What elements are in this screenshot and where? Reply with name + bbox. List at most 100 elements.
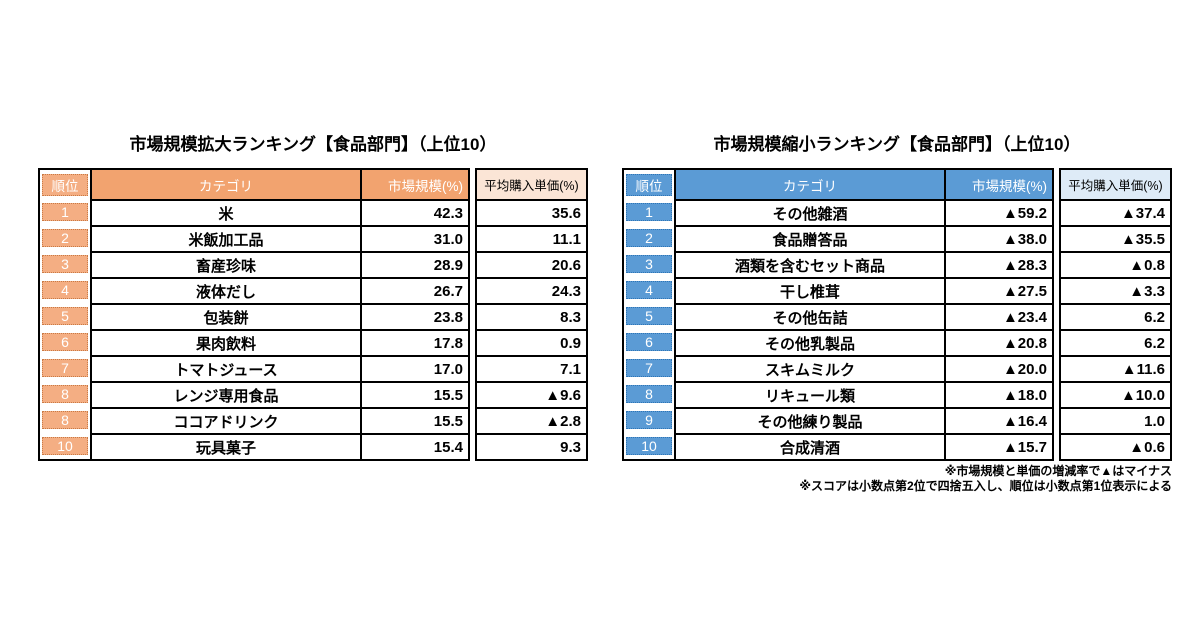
category-cell: トマトジュース [90, 355, 360, 381]
rank-cell: 2 [40, 225, 90, 251]
rank-cell: 4 [624, 277, 674, 303]
table-title-expansion: 市場規模拡大ランキング【食品部門】（上位10） [129, 135, 497, 154]
rank-cell: 7 [624, 355, 674, 381]
category-cell: 畜産珍味 [90, 251, 360, 277]
market-size-cell: ▲15.7 [944, 433, 1052, 459]
rank-box: 3 [42, 255, 88, 273]
avg-price-cell: ▲11.6 [1061, 355, 1170, 381]
market-size-cell: ▲16.4 [944, 407, 1052, 433]
category-cell: 米飯加工品 [90, 225, 360, 251]
table-title-contraction: 市場規模縮小ランキング【食品部門】（上位10） [713, 135, 1081, 154]
avg-price-cell: 9.3 [477, 433, 586, 459]
rank-cell: 9 [624, 407, 674, 433]
contraction-ranking-block: 市場規模縮小ランキング【食品部門】（上位10） 順位 カテゴリ 市場規模(%) 1 その… [622, 134, 1172, 493]
rank-cell: 5 [40, 303, 90, 329]
rank-cell: 6 [40, 329, 90, 355]
rank-box: 6 [42, 333, 88, 351]
market-size-cell: 26.7 [360, 277, 468, 303]
rank-box: 10 [42, 437, 88, 455]
market-size-cell: ▲23.4 [944, 303, 1052, 329]
category-cell: 液体だし [90, 277, 360, 303]
market-size-cell: ▲27.5 [944, 277, 1052, 303]
avg-price-cell: 24.3 [477, 277, 586, 303]
category-cell: レンジ専用食品 [90, 381, 360, 407]
avg-price-cell: ▲37.4 [1061, 199, 1170, 225]
market-size-cell: ▲18.0 [944, 381, 1052, 407]
avg-price-cell: 20.6 [477, 251, 586, 277]
market-size-cell: 15.5 [360, 381, 468, 407]
market-size-cell: 31.0 [360, 225, 468, 251]
rank-cell: 8 [40, 407, 90, 433]
avg-price-cell: 6.2 [1061, 303, 1170, 329]
category-cell: ココアドリンク [90, 407, 360, 433]
footnote-line-1: ※市場規模と単価の増減率で▲はマイナス [944, 464, 1172, 478]
category-cell: 合成清酒 [674, 433, 944, 459]
column-header-market-size: 市場規模(%) [944, 170, 1052, 199]
column-header-category: カテゴリ [674, 170, 944, 199]
contraction-avg-price-table: 平均購入単価(%) ▲37.4 ▲35.5 ▲0.8 ▲3.3 6.2 6.2 ▲11.6 ▲1… [1059, 168, 1172, 461]
rank-box: 1 [42, 203, 88, 221]
category-cell: その他雑酒 [674, 199, 944, 225]
category-cell: 干し椎茸 [674, 277, 944, 303]
category-cell: その他練り製品 [674, 407, 944, 433]
avg-price-cell: ▲9.6 [477, 381, 586, 407]
market-size-cell: ▲38.0 [944, 225, 1052, 251]
rank-box: 2 [626, 229, 672, 247]
category-cell: 包装餅 [90, 303, 360, 329]
market-size-cell: 42.3 [360, 199, 468, 225]
rank-cell: 3 [624, 251, 674, 277]
rank-cell: 2 [624, 225, 674, 251]
rank-cell: 1 [40, 199, 90, 225]
avg-price-cell: 11.1 [477, 225, 586, 251]
rank-cell: 1 [624, 199, 674, 225]
expansion-avg-price-table: 平均購入単価(%) 35.6 11.1 20.6 24.3 8.3 0.9 7.1 ▲9.6 ▲2… [475, 168, 588, 461]
avg-price-cell: 0.9 [477, 329, 586, 355]
column-header-rank: 順位 [624, 170, 674, 199]
avg-price-cell: ▲0.8 [1061, 251, 1170, 277]
category-cell: リキュール類 [674, 381, 944, 407]
market-size-cell: 17.8 [360, 329, 468, 355]
rank-box: 8 [42, 411, 88, 429]
category-cell: その他乳製品 [674, 329, 944, 355]
avg-price-cell: 35.6 [477, 199, 586, 225]
market-size-cell: 15.4 [360, 433, 468, 459]
avg-price-cell: 7.1 [477, 355, 586, 381]
column-header-rank: 順位 [40, 170, 90, 199]
column-header-avg-price: 平均購入単価(%) [1061, 170, 1170, 199]
rank-box: 1 [626, 203, 672, 221]
avg-price-cell: 8.3 [477, 303, 586, 329]
avg-price-cell: 1.0 [1061, 407, 1170, 433]
expansion-main-table: 順位 カテゴリ 市場規模(%) 1 米 42.3 2 米飯加工品 31.0 3 畜産珍味 28.9 4 液… [38, 168, 470, 461]
footnote-line-2: ※スコアは小数点第2位で四捨五入し、順位は小数点第1位表示による [799, 478, 1172, 493]
footnotes: ※市場規模と単価の増減率で▲はマイナス ※スコアは小数点第2位で四捨五入し、順位… [622, 464, 1172, 493]
avg-price-cell: ▲0.6 [1061, 433, 1170, 459]
rank-cell: 4 [40, 277, 90, 303]
contraction-tables-row: 順位 カテゴリ 市場規模(%) 1 その他雑酒 ▲59.2 2 食品贈答品 ▲38.0 3 酒類を含… [622, 168, 1172, 461]
market-size-cell: 28.9 [360, 251, 468, 277]
rank-cell: 6 [624, 329, 674, 355]
category-cell: スキムミルク [674, 355, 944, 381]
market-size-cell: 17.0 [360, 355, 468, 381]
rank-box: 6 [626, 333, 672, 351]
avg-price-cell: ▲2.8 [477, 407, 586, 433]
category-cell: その他缶詰 [674, 303, 944, 329]
rank-box: 5 [42, 307, 88, 325]
rank-box: 8 [42, 385, 88, 403]
rank-cell: 7 [40, 355, 90, 381]
column-header-market-size: 市場規模(%) [360, 170, 468, 199]
rank-cell: 3 [40, 251, 90, 277]
rank-box: 3 [626, 255, 672, 273]
avg-price-cell: 6.2 [1061, 329, 1170, 355]
column-header-category: カテゴリ [90, 170, 360, 199]
rank-box: 4 [626, 281, 672, 299]
rank-box: 8 [626, 385, 672, 403]
rank-box: 5 [626, 307, 672, 325]
market-size-cell: 23.8 [360, 303, 468, 329]
category-cell: 食品贈答品 [674, 225, 944, 251]
category-cell: 果肉飲料 [90, 329, 360, 355]
market-size-cell: ▲59.2 [944, 199, 1052, 225]
category-cell: 酒類を含むセット商品 [674, 251, 944, 277]
market-size-cell: 15.5 [360, 407, 468, 433]
avg-price-cell: ▲3.3 [1061, 277, 1170, 303]
rank-cell: 8 [40, 381, 90, 407]
